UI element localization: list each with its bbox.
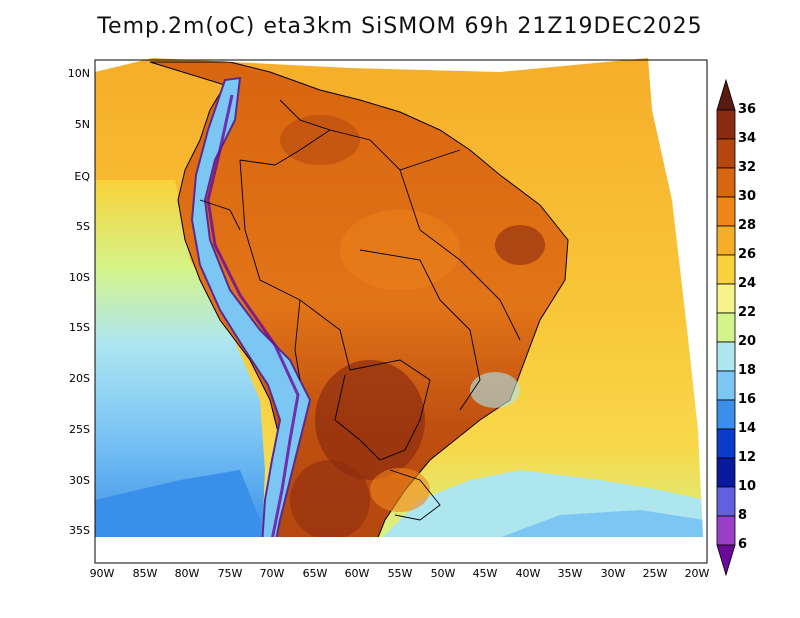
colorbar-swatch bbox=[716, 515, 736, 546]
y-tick-label: 10N bbox=[67, 67, 90, 80]
y-tick-label: 20S bbox=[69, 372, 90, 385]
colorbar-swatch bbox=[716, 138, 736, 169]
colorbar-swatch bbox=[716, 167, 736, 198]
northeast-hot-region bbox=[495, 225, 545, 265]
x-tick-label: 20W bbox=[684, 567, 710, 580]
plot-frame bbox=[94, 59, 708, 564]
north-hot-region bbox=[280, 115, 360, 165]
colorbar-label: 14 bbox=[738, 421, 757, 436]
colorbar-swatch bbox=[716, 428, 736, 459]
chaco-hot-region bbox=[315, 360, 425, 480]
map-domain bbox=[95, 58, 703, 537]
y-tick-label: 5S bbox=[76, 220, 90, 233]
country-borders bbox=[199, 99, 521, 521]
x-tick-label: 60W bbox=[344, 567, 370, 580]
colorbar-label: 28 bbox=[738, 218, 757, 233]
x-tick-label: 85W bbox=[132, 567, 158, 580]
pacific-ocean bbox=[95, 180, 265, 537]
colorbar-label: 12 bbox=[738, 450, 757, 465]
colorbar bbox=[716, 78, 736, 577]
southeast-mild-region bbox=[470, 372, 520, 408]
colorbar-swatch bbox=[716, 370, 736, 401]
south-atlantic-colder bbox=[480, 510, 703, 537]
x-tick-label: 75W bbox=[217, 567, 243, 580]
amazon-warm-region bbox=[340, 210, 460, 290]
x-tick-label: 90W bbox=[89, 567, 115, 580]
colorbar-label: 22 bbox=[738, 305, 757, 320]
colorbar-label: 26 bbox=[738, 247, 757, 262]
y-tick-label: EQ bbox=[74, 170, 90, 183]
pacific-south-cold bbox=[95, 470, 262, 537]
x-tick-label: 65W bbox=[302, 567, 328, 580]
colorbar-label: 16 bbox=[738, 392, 757, 407]
colorbar-swatch bbox=[716, 283, 736, 314]
colorbar-label: 6 bbox=[738, 537, 748, 552]
x-tick-label: 30W bbox=[600, 567, 626, 580]
y-tick-label: 30S bbox=[69, 474, 90, 487]
andes-peaks bbox=[206, 94, 300, 537]
colorbar-swatch bbox=[716, 254, 736, 285]
colorbar-label: 32 bbox=[738, 160, 757, 175]
colorbar-swatch bbox=[716, 457, 736, 488]
y-tick-label: 15S bbox=[69, 321, 90, 334]
colorbar-label: 18 bbox=[738, 363, 757, 378]
colorbar-top-arrow bbox=[716, 78, 736, 111]
colorbar-label: 36 bbox=[738, 102, 757, 117]
colorbar-label: 30 bbox=[738, 189, 757, 204]
x-tick-label: 45W bbox=[472, 567, 498, 580]
map-title: Temp.2m(oC) eta3km SiSMOM 69h 21Z19DEC20… bbox=[97, 14, 703, 39]
pampas-hot-region bbox=[290, 460, 370, 537]
uruguay-warm-region bbox=[370, 468, 430, 512]
andes-cold-zone bbox=[190, 76, 312, 537]
y-tick-label: 35S bbox=[69, 524, 90, 537]
colorbar-label: 24 bbox=[738, 276, 757, 291]
colorbar-swatch bbox=[716, 196, 736, 227]
colorbar-label: 20 bbox=[738, 334, 757, 349]
colorbar-label: 10 bbox=[738, 479, 757, 494]
colorbar-swatch bbox=[716, 341, 736, 372]
x-tick-label: 70W bbox=[259, 567, 285, 580]
x-tick-label: 35W bbox=[557, 567, 583, 580]
x-tick-label: 80W bbox=[174, 567, 200, 580]
colorbar-label: 34 bbox=[738, 131, 757, 146]
y-tick-label: 25S bbox=[69, 423, 90, 436]
colorbar-bottom-arrow bbox=[716, 544, 736, 577]
colorbar-swatch bbox=[716, 109, 736, 140]
x-tick-label: 40W bbox=[515, 567, 541, 580]
colorbar-swatch bbox=[716, 312, 736, 343]
x-tick-label: 55W bbox=[387, 567, 413, 580]
x-tick-label: 25W bbox=[642, 567, 668, 580]
colorbar-swatch bbox=[716, 486, 736, 517]
colorbar-swatch bbox=[716, 399, 736, 430]
y-tick-label: 10S bbox=[69, 271, 90, 284]
colorbar-label: 8 bbox=[738, 508, 748, 523]
x-tick-label: 50W bbox=[430, 567, 456, 580]
y-tick-label: 5N bbox=[74, 118, 90, 131]
colorbar-swatch bbox=[716, 225, 736, 256]
